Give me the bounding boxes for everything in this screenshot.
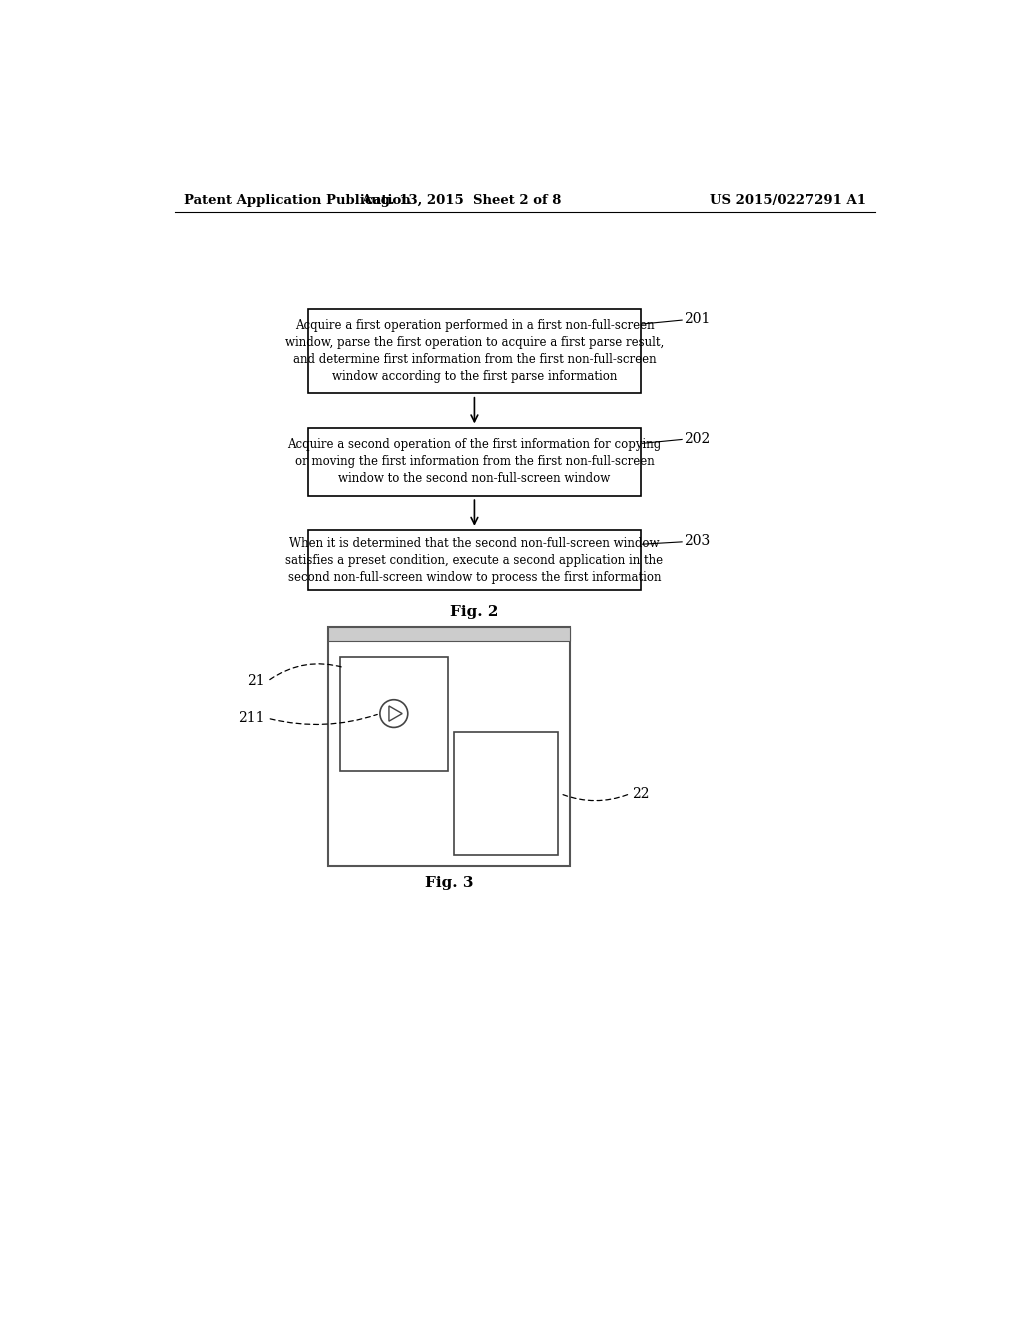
Bar xyxy=(328,627,569,866)
Text: 202: 202 xyxy=(684,432,710,446)
Bar xyxy=(308,309,641,393)
Polygon shape xyxy=(389,706,402,721)
Text: 22: 22 xyxy=(632,787,649,801)
Text: Acquire a second operation of the first information for copying
or moving the fi: Acquire a second operation of the first … xyxy=(288,438,662,486)
Text: Fig. 2: Fig. 2 xyxy=(451,605,499,619)
Text: 201: 201 xyxy=(684,313,710,326)
Bar xyxy=(308,428,641,496)
Bar xyxy=(454,733,558,855)
Bar xyxy=(308,531,641,590)
Bar xyxy=(340,656,449,771)
Text: Patent Application Publication: Patent Application Publication xyxy=(183,194,411,207)
Bar xyxy=(328,627,569,642)
Text: US 2015/0227291 A1: US 2015/0227291 A1 xyxy=(710,194,866,207)
Text: Aug. 13, 2015  Sheet 2 of 8: Aug. 13, 2015 Sheet 2 of 8 xyxy=(361,194,561,207)
Text: Acquire a first operation performed in a first non-full-screen
window, parse the: Acquire a first operation performed in a… xyxy=(285,319,664,383)
Text: 211: 211 xyxy=(238,711,264,725)
Text: 21: 21 xyxy=(247,675,264,688)
Circle shape xyxy=(380,700,408,727)
Text: Fig. 3: Fig. 3 xyxy=(425,876,473,890)
Text: When it is determined that the second non-full-screen window
satisfies a preset : When it is determined that the second no… xyxy=(286,537,664,583)
Text: 203: 203 xyxy=(684,535,710,548)
